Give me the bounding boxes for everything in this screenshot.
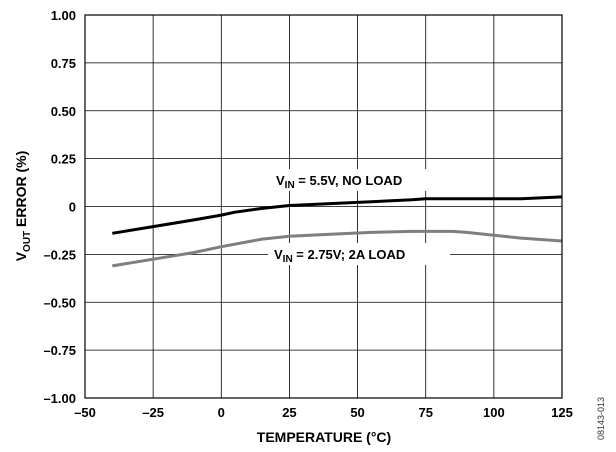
- x-tick-label: 50: [350, 405, 364, 420]
- svg-text:VIN = 5.5V, NO LOAD: VIN = 5.5V, NO LOAD: [276, 173, 402, 191]
- annotation-5v5-no-load: VIN = 5.5V, NO LOAD: [272, 169, 444, 191]
- y-tick-labels: 1.00 0.75 0.50 0.25 0 –0.25 –0.50 –0.75 –1.00: [43, 8, 76, 406]
- x-tick-label: 0: [218, 405, 225, 420]
- annotation-2v75-2a-load: VIN = 2.75V; 2A LOAD: [268, 243, 450, 265]
- x-tick-label: –25: [142, 405, 164, 420]
- series-line-1: [112, 195, 563, 235]
- y-tick-label: 0: [69, 200, 76, 215]
- x-tick-labels: –50 –25 0 25 50 75 100 125: [74, 405, 573, 420]
- plot-frame: [84, 14, 563, 399]
- x-tick-label: 75: [418, 405, 432, 420]
- y-tick-label: –0.75: [43, 343, 76, 358]
- y-tick-label: –1.00: [43, 391, 76, 406]
- grid: [84, 14, 563, 399]
- y-tick-label: 1.00: [51, 8, 76, 23]
- y-tick-label: 0.25: [51, 152, 76, 167]
- series-line-2: [112, 229, 563, 268]
- x-tick-label: 125: [551, 405, 573, 420]
- figure-id: 08143-013: [596, 397, 606, 440]
- y-tick-label: 0.75: [51, 56, 76, 71]
- x-axis-label: TEMPERATURE (°C): [257, 429, 391, 445]
- svg-text:VIN = 2.75V; 2A LOAD: VIN = 2.75V; 2A LOAD: [274, 247, 405, 265]
- x-tick-label: 100: [483, 405, 505, 420]
- x-tick-label: 25: [282, 405, 296, 420]
- y-tick-label: –0.25: [43, 247, 76, 262]
- y-axis-label: VOUT ERROR (%): [13, 151, 33, 262]
- y-tick-label: –0.50: [43, 295, 76, 310]
- series-group: [112, 195, 563, 268]
- x-tick-label: –50: [74, 405, 96, 420]
- y-tick-label: 0.50: [51, 104, 76, 119]
